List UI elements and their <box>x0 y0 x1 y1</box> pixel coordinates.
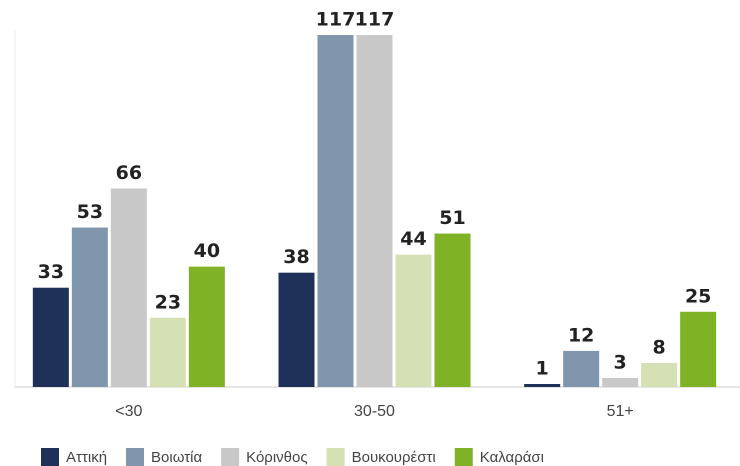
bar <box>395 254 432 387</box>
data-label: 38 <box>283 246 309 268</box>
x-tick-label: <30 <box>115 403 142 420</box>
data-label: 40 <box>194 240 220 262</box>
legend-swatch <box>221 448 240 466</box>
legend-label: Κόρινθος <box>246 449 307 466</box>
legend-swatch <box>41 448 59 466</box>
data-label: 3 <box>614 351 627 373</box>
data-label: 117 <box>355 9 395 31</box>
data-label: 51 <box>439 207 465 229</box>
bar <box>563 350 600 387</box>
bar <box>602 377 639 387</box>
bar <box>110 188 147 387</box>
x-tick-label: 30-50 <box>354 403 395 420</box>
legend-swatch <box>326 448 345 466</box>
data-label: 33 <box>38 261 64 283</box>
data-label: 8 <box>653 336 666 358</box>
legend-label: Βοιωτία <box>151 449 202 466</box>
legend-label: Αττική <box>66 449 107 466</box>
data-label: 117 <box>316 9 356 31</box>
data-label: 53 <box>77 201 103 223</box>
bar <box>32 287 69 387</box>
legend-swatch <box>454 448 473 466</box>
data-label: 25 <box>685 285 711 307</box>
bar <box>71 227 108 387</box>
data-label: 23 <box>155 291 181 313</box>
bar <box>434 233 471 387</box>
bar <box>680 311 717 387</box>
legend-label: Καλαράσι <box>480 449 544 466</box>
data-label: 44 <box>400 228 426 250</box>
bar <box>149 317 186 387</box>
x-tick-label: 51+ <box>607 403 634 420</box>
bar <box>278 272 315 387</box>
legend-label: Βουκουρέστι <box>352 449 436 466</box>
bar <box>524 383 561 387</box>
bar <box>641 362 678 387</box>
bar <box>188 266 225 387</box>
bar <box>356 35 393 387</box>
data-label: 66 <box>116 162 142 184</box>
legend-swatch <box>126 448 145 466</box>
data-label: 12 <box>568 324 594 346</box>
data-label: 1 <box>536 357 549 379</box>
bar <box>317 35 354 387</box>
